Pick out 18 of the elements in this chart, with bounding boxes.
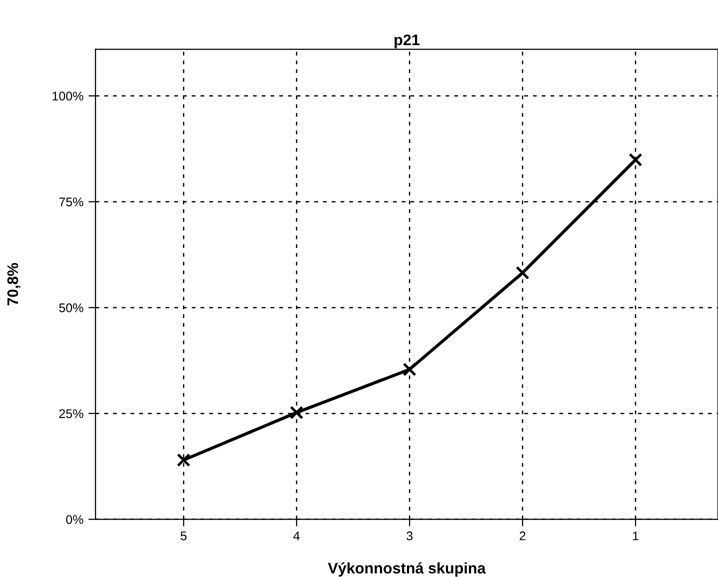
x-tick-label: 3	[406, 531, 412, 540]
x-tick-label: 1	[633, 532, 638, 540]
y-tick-label: 0%	[66, 515, 84, 524]
x-tick-label: 4	[293, 532, 300, 540]
y-tick-label: 25%	[59, 409, 84, 418]
point	[402, 362, 416, 376]
point	[628, 152, 642, 167]
y-tick-label: 100%	[52, 92, 84, 101]
point	[176, 453, 190, 467]
chart-title: p21	[394, 34, 420, 48]
x-axis-title: Výkonnostná skupina	[328, 562, 486, 577]
y-tick-label: 75%	[59, 198, 84, 206]
x-tick-label: 2	[520, 531, 526, 540]
x-tick-label: 5	[180, 532, 187, 540]
point	[290, 406, 304, 420]
y-tick-label: 50%	[59, 303, 84, 312]
point	[516, 266, 530, 280]
y-axis-title: 70,8%	[7, 263, 20, 306]
